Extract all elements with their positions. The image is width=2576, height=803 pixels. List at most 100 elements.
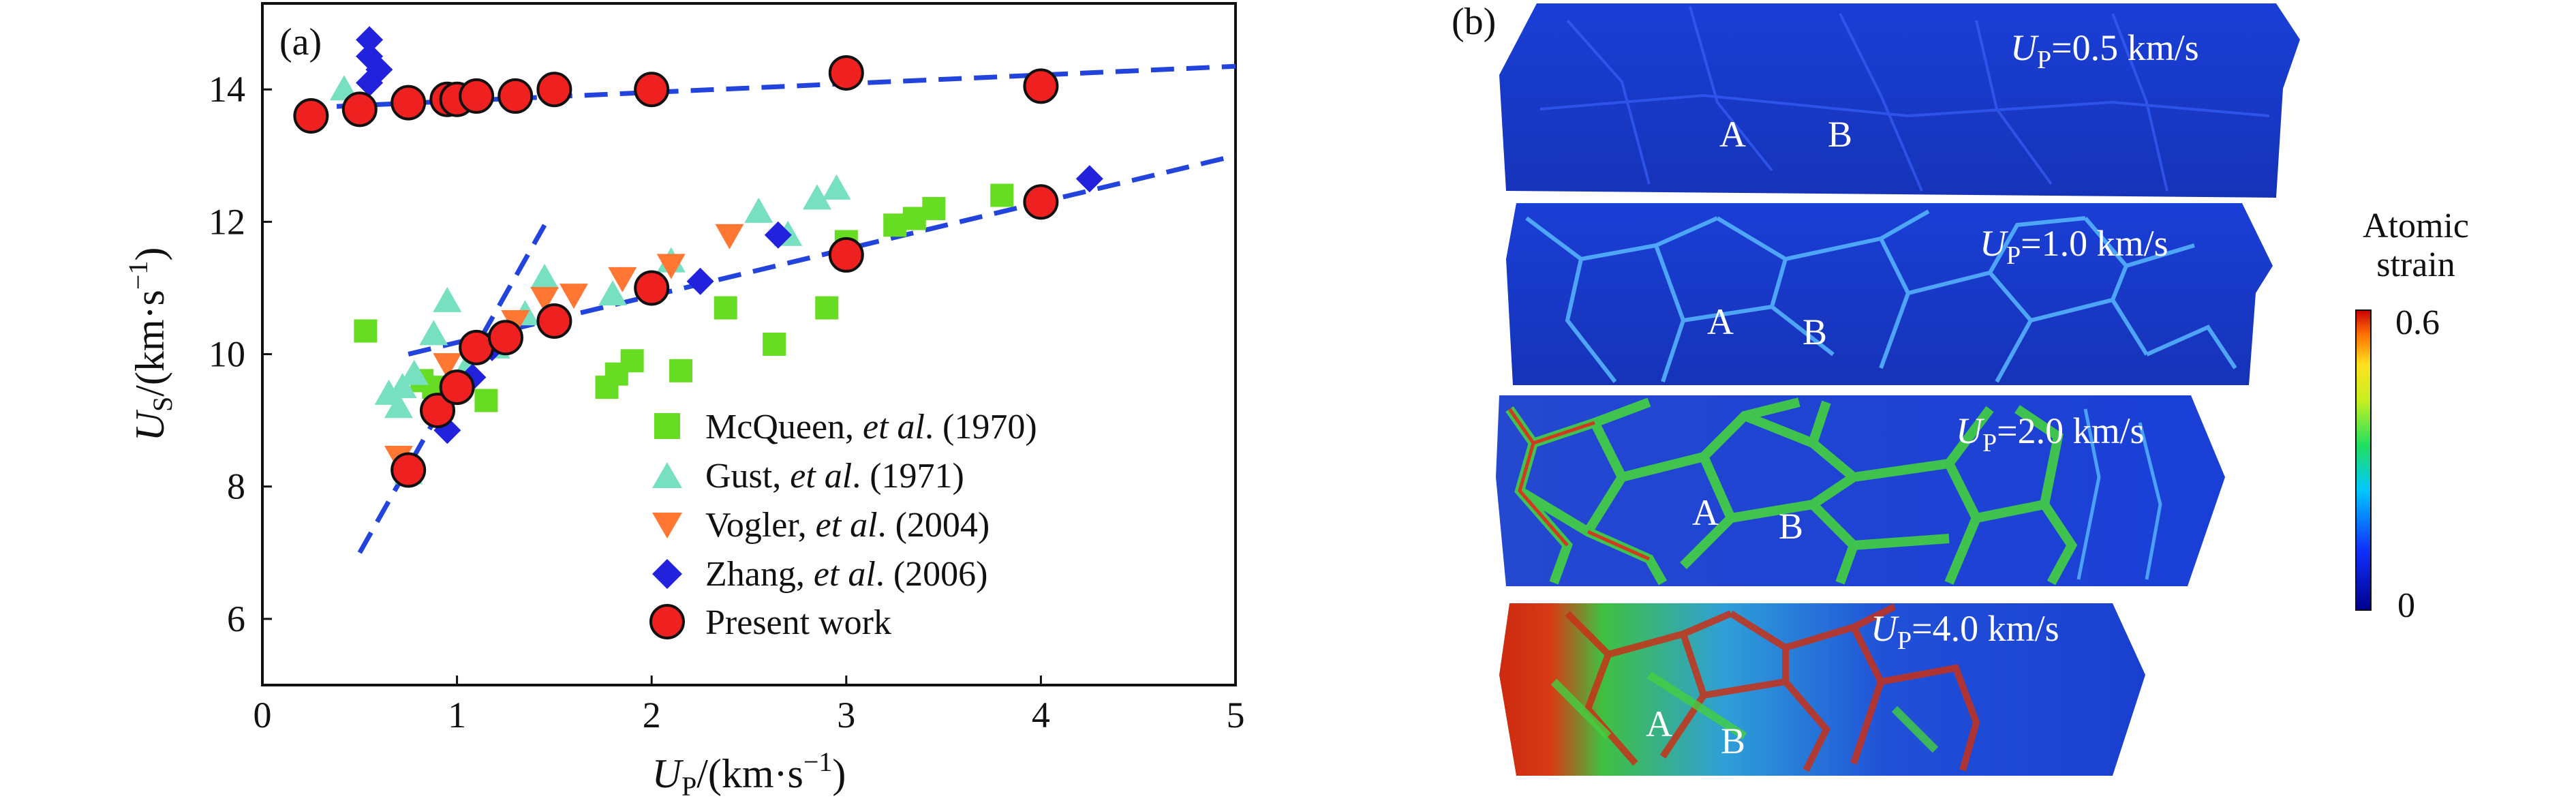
x-tick-label: 3 (837, 695, 855, 736)
y-tick-label: 8 (227, 466, 245, 507)
data-point (828, 55, 864, 91)
data-point (501, 310, 530, 336)
green-bands (1550, 671, 1939, 753)
data-point (815, 296, 839, 320)
shear-bands (1539, 6, 2270, 192)
x-tick-label: 4 (1032, 695, 1050, 736)
slab-body (1506, 203, 2273, 385)
legend-label-vogler: Vogler, et al. (2004) (705, 506, 990, 545)
legend-marker-gust (652, 462, 682, 488)
y-axis-title: US/(km·s−1) (123, 247, 178, 442)
x-tick-label: 5 (1227, 695, 1245, 736)
panel-b-label: (b) (1452, 1, 1496, 43)
x-tick-label: 0 (254, 695, 272, 736)
data-point (559, 284, 588, 309)
data-point (356, 26, 384, 54)
data-point (883, 213, 907, 237)
data-point (764, 221, 792, 249)
x-axis: 0 1 2 3 4 5 (254, 676, 1245, 736)
slab-2-label-a: A (1707, 301, 1734, 342)
slab-2-velocity-label: UP=1.0 km/s (1980, 223, 2168, 270)
data-point (990, 183, 1014, 207)
panel-b: (b) UP=0.5 km/s A B UP=1.0 km/s A B UP=2… (1452, 1, 2469, 776)
data-point (488, 320, 523, 356)
strain-slab-2: UP=1.0 km/s A B (1506, 203, 2273, 385)
legend-marker-zhang (652, 559, 682, 589)
data-point (902, 207, 926, 230)
legend-label-mcqueen: McQueen, et al. (1970) (705, 408, 1037, 446)
colorbar-min-label: 0 (2397, 586, 2415, 625)
data-point (922, 196, 946, 220)
colorbar-gradient (2355, 309, 2372, 611)
slab-2-label-b: B (1803, 312, 1827, 352)
colorbar-title-line2: strain (2376, 245, 2455, 284)
data-point (459, 329, 495, 365)
data-point (828, 237, 864, 273)
strain-slab-3: UP=2.0 km/s A B (1496, 395, 2225, 586)
data-point (536, 303, 572, 339)
data-point (634, 72, 670, 108)
data-point (356, 69, 384, 97)
data-point (763, 333, 786, 356)
data-point (390, 85, 427, 121)
data-point (822, 174, 851, 200)
data-point (744, 197, 773, 223)
legend-marker-vogler (652, 513, 682, 539)
slab-3-label-b: B (1779, 506, 1803, 547)
data-point (802, 184, 831, 210)
data-point (656, 254, 686, 279)
data-point (341, 91, 378, 127)
slab-3-velocity-label: UP=2.0 km/s (1956, 410, 2145, 457)
data-point (433, 353, 462, 379)
panel-a-label: (a) (279, 21, 322, 63)
data-point (433, 286, 462, 312)
legend-marker-present (649, 604, 685, 639)
data-point (439, 369, 475, 406)
data-point (474, 389, 498, 412)
x-tick-label: 1 (448, 695, 466, 736)
data-point (530, 287, 559, 313)
data-point (420, 393, 456, 429)
x-axis-title: UP/(km·s−1) (652, 746, 846, 802)
colorbar-title-line1: Atomic (2363, 207, 2469, 245)
slab-3-label-a: A (1692, 492, 1719, 533)
data-point (384, 393, 413, 419)
data-point (714, 296, 737, 320)
strain-slab-4: UP=4.0 km/s A B (1499, 603, 2145, 776)
data-point (530, 263, 559, 289)
hot-core (1507, 408, 1651, 561)
shear-bands (1565, 603, 1980, 772)
data-point (686, 267, 714, 295)
y-axis: 6 8 10 12 14 (209, 69, 272, 639)
slab-body (1499, 603, 2145, 776)
data-point (388, 373, 417, 399)
slab-1-label-a: A (1719, 114, 1746, 155)
legend-label-present: Present work (705, 603, 891, 642)
data-point (399, 359, 429, 385)
data-point (536, 72, 572, 108)
data-point (620, 349, 644, 373)
data-point (669, 359, 693, 382)
slab-1-label-b: B (1828, 114, 1852, 155)
scatter-points (293, 26, 1103, 488)
legend-marker-mcqueen (654, 413, 680, 439)
x-tick-label: 2 (643, 695, 661, 736)
shear-bands (1525, 209, 2237, 383)
data-point (293, 98, 329, 134)
data-point (608, 267, 637, 292)
colorbar: Atomic strain 0.6 0 (2355, 207, 2469, 625)
data-point (459, 78, 495, 114)
data-point (1023, 184, 1059, 220)
data-point (715, 224, 744, 249)
y-tick-label: 14 (209, 69, 245, 110)
slab-4-label-b: B (1721, 721, 1745, 761)
slab-1-velocity-label: UP=0.5 km/s (2010, 27, 2199, 74)
slab-body (1496, 395, 2225, 586)
data-point (598, 280, 628, 306)
data-point (1075, 165, 1103, 193)
slab-body (1499, 3, 2300, 198)
legend: McQueen, et al. (1970) Gust, et al. (197… (649, 408, 1037, 642)
series-5 (293, 55, 1059, 488)
y-tick-label: 6 (227, 599, 245, 639)
slab-4-velocity-label: UP=4.0 km/s (1871, 608, 2059, 655)
